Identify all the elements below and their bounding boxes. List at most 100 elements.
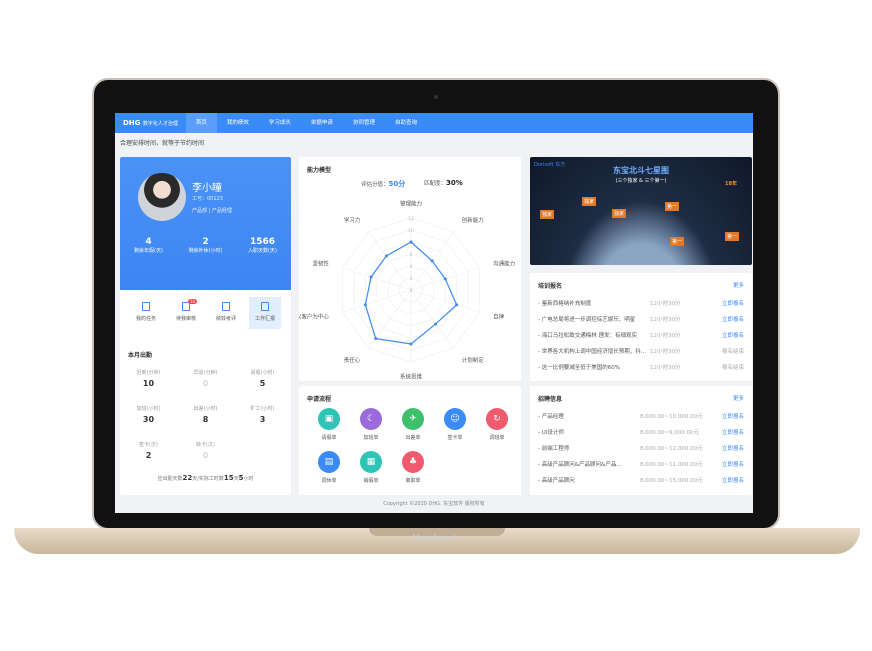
user-icon bbox=[182, 302, 190, 311]
radar-data-point bbox=[430, 259, 434, 263]
radar-axis-label: 创新能力 bbox=[462, 216, 484, 224]
stat-days-employed: 1566 入职天数(天) bbox=[248, 237, 277, 254]
apply-button[interactable]: 立即报名 bbox=[721, 446, 744, 452]
nav-performance[interactable]: 我的绩效 bbox=[226, 120, 249, 126]
training-row: - 海口马拉松致交通梅林 理发：有细观实 12小时30分 立即报名 bbox=[538, 333, 744, 339]
recruit-title: 招聘信息 bbox=[538, 396, 563, 403]
apply-button[interactable]: 立即报名 bbox=[721, 478, 744, 484]
stat-comp-time: 2 剩余补休(小时) bbox=[188, 237, 223, 254]
quick-pending-review[interactable]: 10 待我审核 bbox=[175, 299, 198, 322]
document-icon bbox=[222, 302, 230, 311]
recruit-more-link[interactable]: 更多 bbox=[732, 396, 744, 402]
task-icon bbox=[142, 302, 150, 311]
apply-button[interactable]: 立即报名 bbox=[721, 462, 744, 468]
radar-tick-label: 10 bbox=[408, 228, 414, 234]
banner-tag: 独家 bbox=[612, 209, 627, 218]
apply-card: 申请流程 ▣ 请假单 ☾ 加班单 ✈ 出差单 ☺ 签卡单 ↻ 调班单 ▤ 调休单 ▦ 销假单 ♣ 离职单 bbox=[299, 386, 521, 495]
radar-data-point bbox=[409, 342, 413, 346]
banner-title: 东宝北斗七星图 bbox=[613, 166, 669, 175]
apply-item[interactable]: ✈ 出差单 bbox=[393, 408, 433, 441]
apply-item[interactable]: ☺ 签卡单 bbox=[435, 408, 475, 441]
apply-button[interactable]: 立即报名 bbox=[721, 430, 744, 436]
form-icon: ↻ bbox=[486, 408, 508, 430]
training-title: 培训报名 bbox=[538, 283, 563, 290]
form-icon: ▦ bbox=[360, 451, 382, 473]
apply-item[interactable]: ▣ 请假单 bbox=[309, 408, 349, 441]
training-row: - 这一比例要减至低于美国的60% 12小时30分 报名结束 bbox=[538, 365, 744, 371]
logo[interactable]: DHG 数字化人才治理 bbox=[123, 119, 178, 127]
quick-evaluation[interactable]: 绩效考评 bbox=[210, 297, 242, 329]
radar-data-point bbox=[363, 303, 367, 307]
banner-tag: 独家 bbox=[582, 197, 597, 206]
attendance-item: 早退(分钟) 0 bbox=[193, 370, 218, 388]
radar-data-point bbox=[434, 322, 438, 326]
banner-tag: 第一 bbox=[670, 237, 685, 246]
banner-subtitle: (三个独家 & 三个第一) bbox=[615, 178, 667, 184]
apply-title: 申请流程 bbox=[307, 396, 332, 403]
attendance-item: 加班(小时) 30 bbox=[136, 406, 161, 424]
nav-forms[interactable]: 单据申请 bbox=[310, 120, 333, 126]
radar-data-point bbox=[374, 337, 378, 341]
signup-button[interactable]: 立即报名 bbox=[721, 317, 744, 323]
stat-annual-leave: 4 剩余年假(天) bbox=[134, 237, 163, 254]
quick-my-tasks[interactable]: 我的任务 bbox=[130, 297, 162, 329]
radar-tick-label: 6 bbox=[410, 252, 413, 258]
apply-item[interactable]: ♣ 离职单 bbox=[393, 451, 433, 484]
radar-tick-label: 12 bbox=[408, 216, 414, 222]
radar-axis-label: 自律 bbox=[493, 313, 505, 321]
radar-axis bbox=[368, 231, 412, 291]
user-name: 李小瞳 bbox=[192, 183, 222, 194]
attendance-item: 旷工(小时) 3 bbox=[250, 406, 275, 424]
training-row: - 广电总局将进一步调控综艺娱乐、明星 12小时30分 立即报名 bbox=[538, 317, 744, 323]
signup-button[interactable]: 立即报名 bbox=[721, 301, 744, 307]
nav-home[interactable]: 首页 bbox=[185, 113, 217, 133]
radar-tick-label: 0 bbox=[410, 288, 413, 294]
radar-tick-label: 2 bbox=[410, 276, 413, 282]
profile-header: 李小瞳 工号：00123 产品部 | 产品经理 4 剩余年假(天) 2 剩余补休(小… bbox=[120, 157, 291, 290]
radar-tick-label: 4 bbox=[410, 264, 413, 270]
apply-item[interactable]: ☾ 加班单 bbox=[351, 408, 391, 441]
ability-model-card: 能力模型 评估分值：50分 匹配度：30% 管理能力 创新能力 沟通能力 自律 计划制定… bbox=[299, 157, 521, 381]
banner[interactable]: Dorisoft 东方 东宝北斗七星图 (三个独家 & 三个第一) 独家 独家 … bbox=[530, 157, 752, 265]
motto: 合理安排时间，就等于节约时间 bbox=[120, 140, 205, 147]
radar-data-point bbox=[369, 275, 373, 279]
form-icon: ▣ bbox=[318, 408, 340, 430]
recruit-row: - 高级产品顾问 8,000.00~15,000.00元 立即报名 bbox=[538, 478, 744, 484]
nav-collab[interactable]: 协同管理 bbox=[352, 120, 375, 126]
signup-button: 报名结束 bbox=[721, 365, 744, 371]
radar-axis bbox=[342, 289, 412, 313]
radar-axis-label: 学习力 bbox=[344, 216, 361, 224]
apply-item[interactable]: ▤ 调休单 bbox=[309, 451, 349, 484]
radar-axis-label: 以客户为中心 bbox=[299, 313, 329, 321]
apply-item[interactable]: ▦ 销假单 bbox=[351, 451, 391, 484]
recruit-row: - 高级产品顾问&产品顾问&产品... 8,000.00~11,000.00元 立即… bbox=[538, 462, 744, 468]
radar-data-point bbox=[409, 240, 413, 244]
recruit-row: - UI设计师 8,000.00~9,000.00元 立即报名 bbox=[538, 430, 744, 436]
form-icon: ▤ bbox=[318, 451, 340, 473]
nav-learning[interactable]: 学习成长 bbox=[268, 120, 291, 126]
report-icon bbox=[261, 302, 269, 311]
training-more-link[interactable]: 更多 bbox=[732, 283, 744, 289]
footer-copyright: Copyright ©2020 DHG. 东宝软件 版权所有 bbox=[383, 501, 485, 507]
signup-button[interactable]: 立即报名 bbox=[721, 333, 744, 339]
nav-self-query[interactable]: 自助查询 bbox=[394, 120, 417, 126]
radar-axis bbox=[342, 267, 412, 291]
laptop-base bbox=[14, 528, 860, 554]
signup-button: 报名结束 bbox=[721, 349, 744, 355]
training-row: - 世界各大机构上调中国经济增长预期，抖... 12小时30分 报名结束 bbox=[538, 349, 744, 355]
camera bbox=[434, 95, 438, 99]
apply-button[interactable]: 立即报名 bbox=[721, 414, 744, 420]
radar-axis-label: 计划制定 bbox=[462, 356, 485, 364]
recruit-row: - 产品经理 8,000.00~10,000.00元 立即报名 bbox=[538, 414, 744, 420]
attendance-summary: 应出勤天数22天/实际工时数15天5小时 bbox=[157, 474, 254, 482]
quick-work-report[interactable]: 工作汇报 bbox=[249, 297, 281, 329]
avatar[interactable] bbox=[138, 173, 186, 221]
radar-data-point bbox=[455, 303, 459, 307]
attendance-item: 缺卡(次) 0 bbox=[196, 442, 215, 460]
attendance-title: 本月出勤 bbox=[128, 352, 153, 359]
radar-axis-label: 沟通能力 bbox=[493, 259, 515, 267]
training-card: 培训报名 更多 - 鉴新西格纳补充制度 12小时30分 立即报名 - 广电总局将进一步… bbox=[530, 273, 752, 381]
user-dept: 产品部 | 产品经理 bbox=[192, 208, 232, 214]
apply-item[interactable]: ↻ 调班单 bbox=[477, 408, 517, 441]
